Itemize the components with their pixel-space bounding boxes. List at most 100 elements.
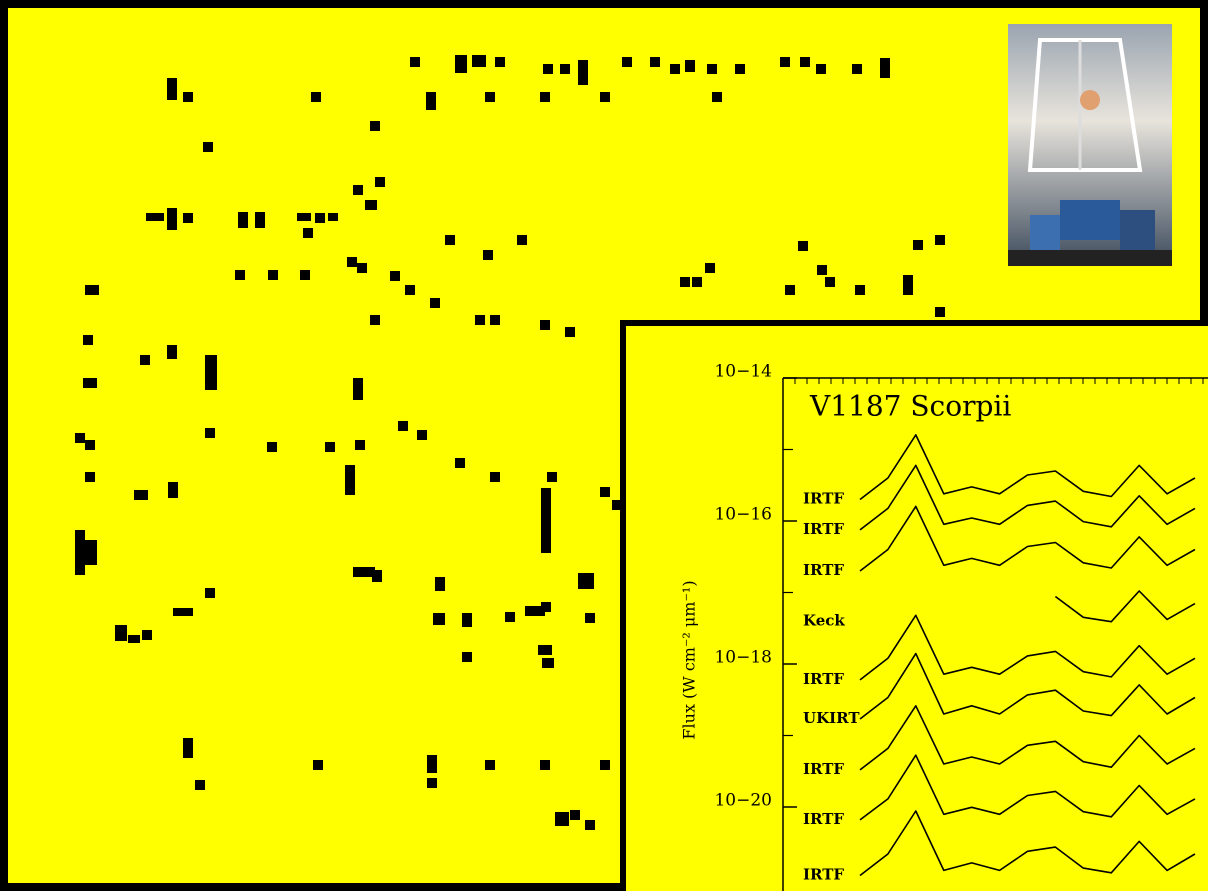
series-label: IRTF: [803, 670, 844, 688]
series-label: Keck: [803, 612, 845, 630]
decor-square: [547, 472, 557, 482]
decor-square: [173, 608, 193, 616]
decor-square: [543, 64, 553, 74]
decor-square: [600, 487, 610, 497]
decor-square: [505, 612, 515, 622]
decor-square: [913, 240, 923, 250]
decor-square: [495, 57, 505, 67]
decor-square: [541, 602, 551, 612]
decor-square: [427, 755, 437, 773]
decor-square: [347, 257, 357, 267]
decor-square: [313, 760, 323, 770]
decor-square: [267, 442, 277, 452]
decor-square: [433, 613, 445, 625]
decor-square: [680, 277, 690, 287]
decor-square: [852, 64, 862, 74]
series-label: UKIRT: [803, 709, 860, 727]
decor-square: [578, 60, 588, 85]
decor-square: [650, 57, 660, 67]
decor-square: [203, 142, 213, 152]
decor-square: [435, 577, 445, 591]
decor-square: [622, 57, 632, 67]
telescope-photo: [1008, 24, 1172, 266]
decor-square: [707, 64, 717, 74]
decor-square: [75, 530, 85, 575]
decor-square: [85, 285, 99, 295]
decor-square: [398, 421, 408, 431]
decor-square: [355, 440, 365, 450]
decor-square: [578, 573, 594, 589]
y-tick-label: 10−18: [714, 648, 772, 668]
decor-square: [205, 428, 215, 438]
decor-square: [935, 307, 945, 317]
decor-square: [542, 658, 554, 668]
decor-square: [183, 92, 193, 102]
page: V1187 Scorpii Flux (W cm⁻² μm⁻¹) 10−14 10…: [0, 0, 1208, 891]
decor-square: [541, 488, 551, 553]
decor-square: [462, 613, 472, 627]
decor-square: [372, 570, 382, 582]
decor-square: [370, 315, 380, 325]
decor-square: [410, 57, 420, 67]
decor-square: [472, 55, 486, 67]
decor-square: [183, 213, 193, 223]
decor-square: [268, 270, 278, 280]
decor-square: [445, 235, 455, 245]
decor-square: [705, 263, 715, 273]
decor-square: [427, 778, 437, 788]
decor-square: [585, 613, 595, 623]
series-label: IRTF: [803, 866, 844, 884]
decor-square: [375, 177, 385, 187]
series-label: IRTF: [803, 489, 844, 507]
series-label: IRTF: [803, 810, 844, 828]
decor-square: [426, 92, 436, 110]
decor-square: [353, 378, 363, 400]
decor-square: [357, 263, 367, 273]
decor-square: [538, 645, 552, 655]
decor-square: [490, 472, 500, 482]
decor-square: [565, 327, 575, 337]
decor-square: [462, 652, 472, 662]
decor-square: [430, 298, 440, 308]
decor-square: [85, 440, 95, 450]
decor-square: [735, 64, 745, 74]
decor-square: [475, 315, 485, 325]
decor-square: [517, 235, 527, 245]
decor-square: [315, 213, 325, 223]
decor-square: [570, 810, 580, 820]
decor-square: [134, 490, 148, 500]
decor-square: [490, 315, 500, 325]
decor-square: [167, 78, 177, 100]
decor-square: [83, 378, 97, 388]
decor-square: [417, 430, 427, 440]
decor-square: [455, 458, 465, 468]
series-label: IRTF: [803, 520, 844, 538]
y-tick-label: 10−20: [714, 791, 772, 811]
chart-title: V1187 Scorpii: [809, 390, 1011, 423]
decor-square: [85, 472, 95, 482]
decor-square: [485, 92, 495, 102]
decor-square: [600, 92, 610, 102]
decor-square: [817, 265, 827, 275]
y-axis-label: Flux (W cm⁻² μm⁻¹): [680, 580, 699, 739]
decor-square: [712, 92, 722, 102]
decor-square: [353, 185, 363, 195]
decor-square: [146, 213, 164, 221]
y-tick-label: 10−14: [714, 362, 772, 382]
decor-square: [540, 320, 550, 330]
decor-square: [142, 630, 152, 640]
decor-square: [485, 760, 495, 770]
decor-square: [325, 442, 335, 452]
decor-square: [353, 567, 375, 577]
decor-square: [540, 92, 550, 102]
decor-square: [75, 433, 85, 443]
decor-square: [85, 540, 97, 565]
decor-square: [670, 64, 680, 74]
decor-square: [555, 812, 569, 826]
decor-square: [903, 275, 913, 295]
decor-square: [205, 355, 217, 390]
decor-square: [297, 213, 311, 221]
decor-square: [816, 64, 826, 74]
decor-square: [183, 738, 193, 758]
decor-square: [328, 213, 338, 221]
